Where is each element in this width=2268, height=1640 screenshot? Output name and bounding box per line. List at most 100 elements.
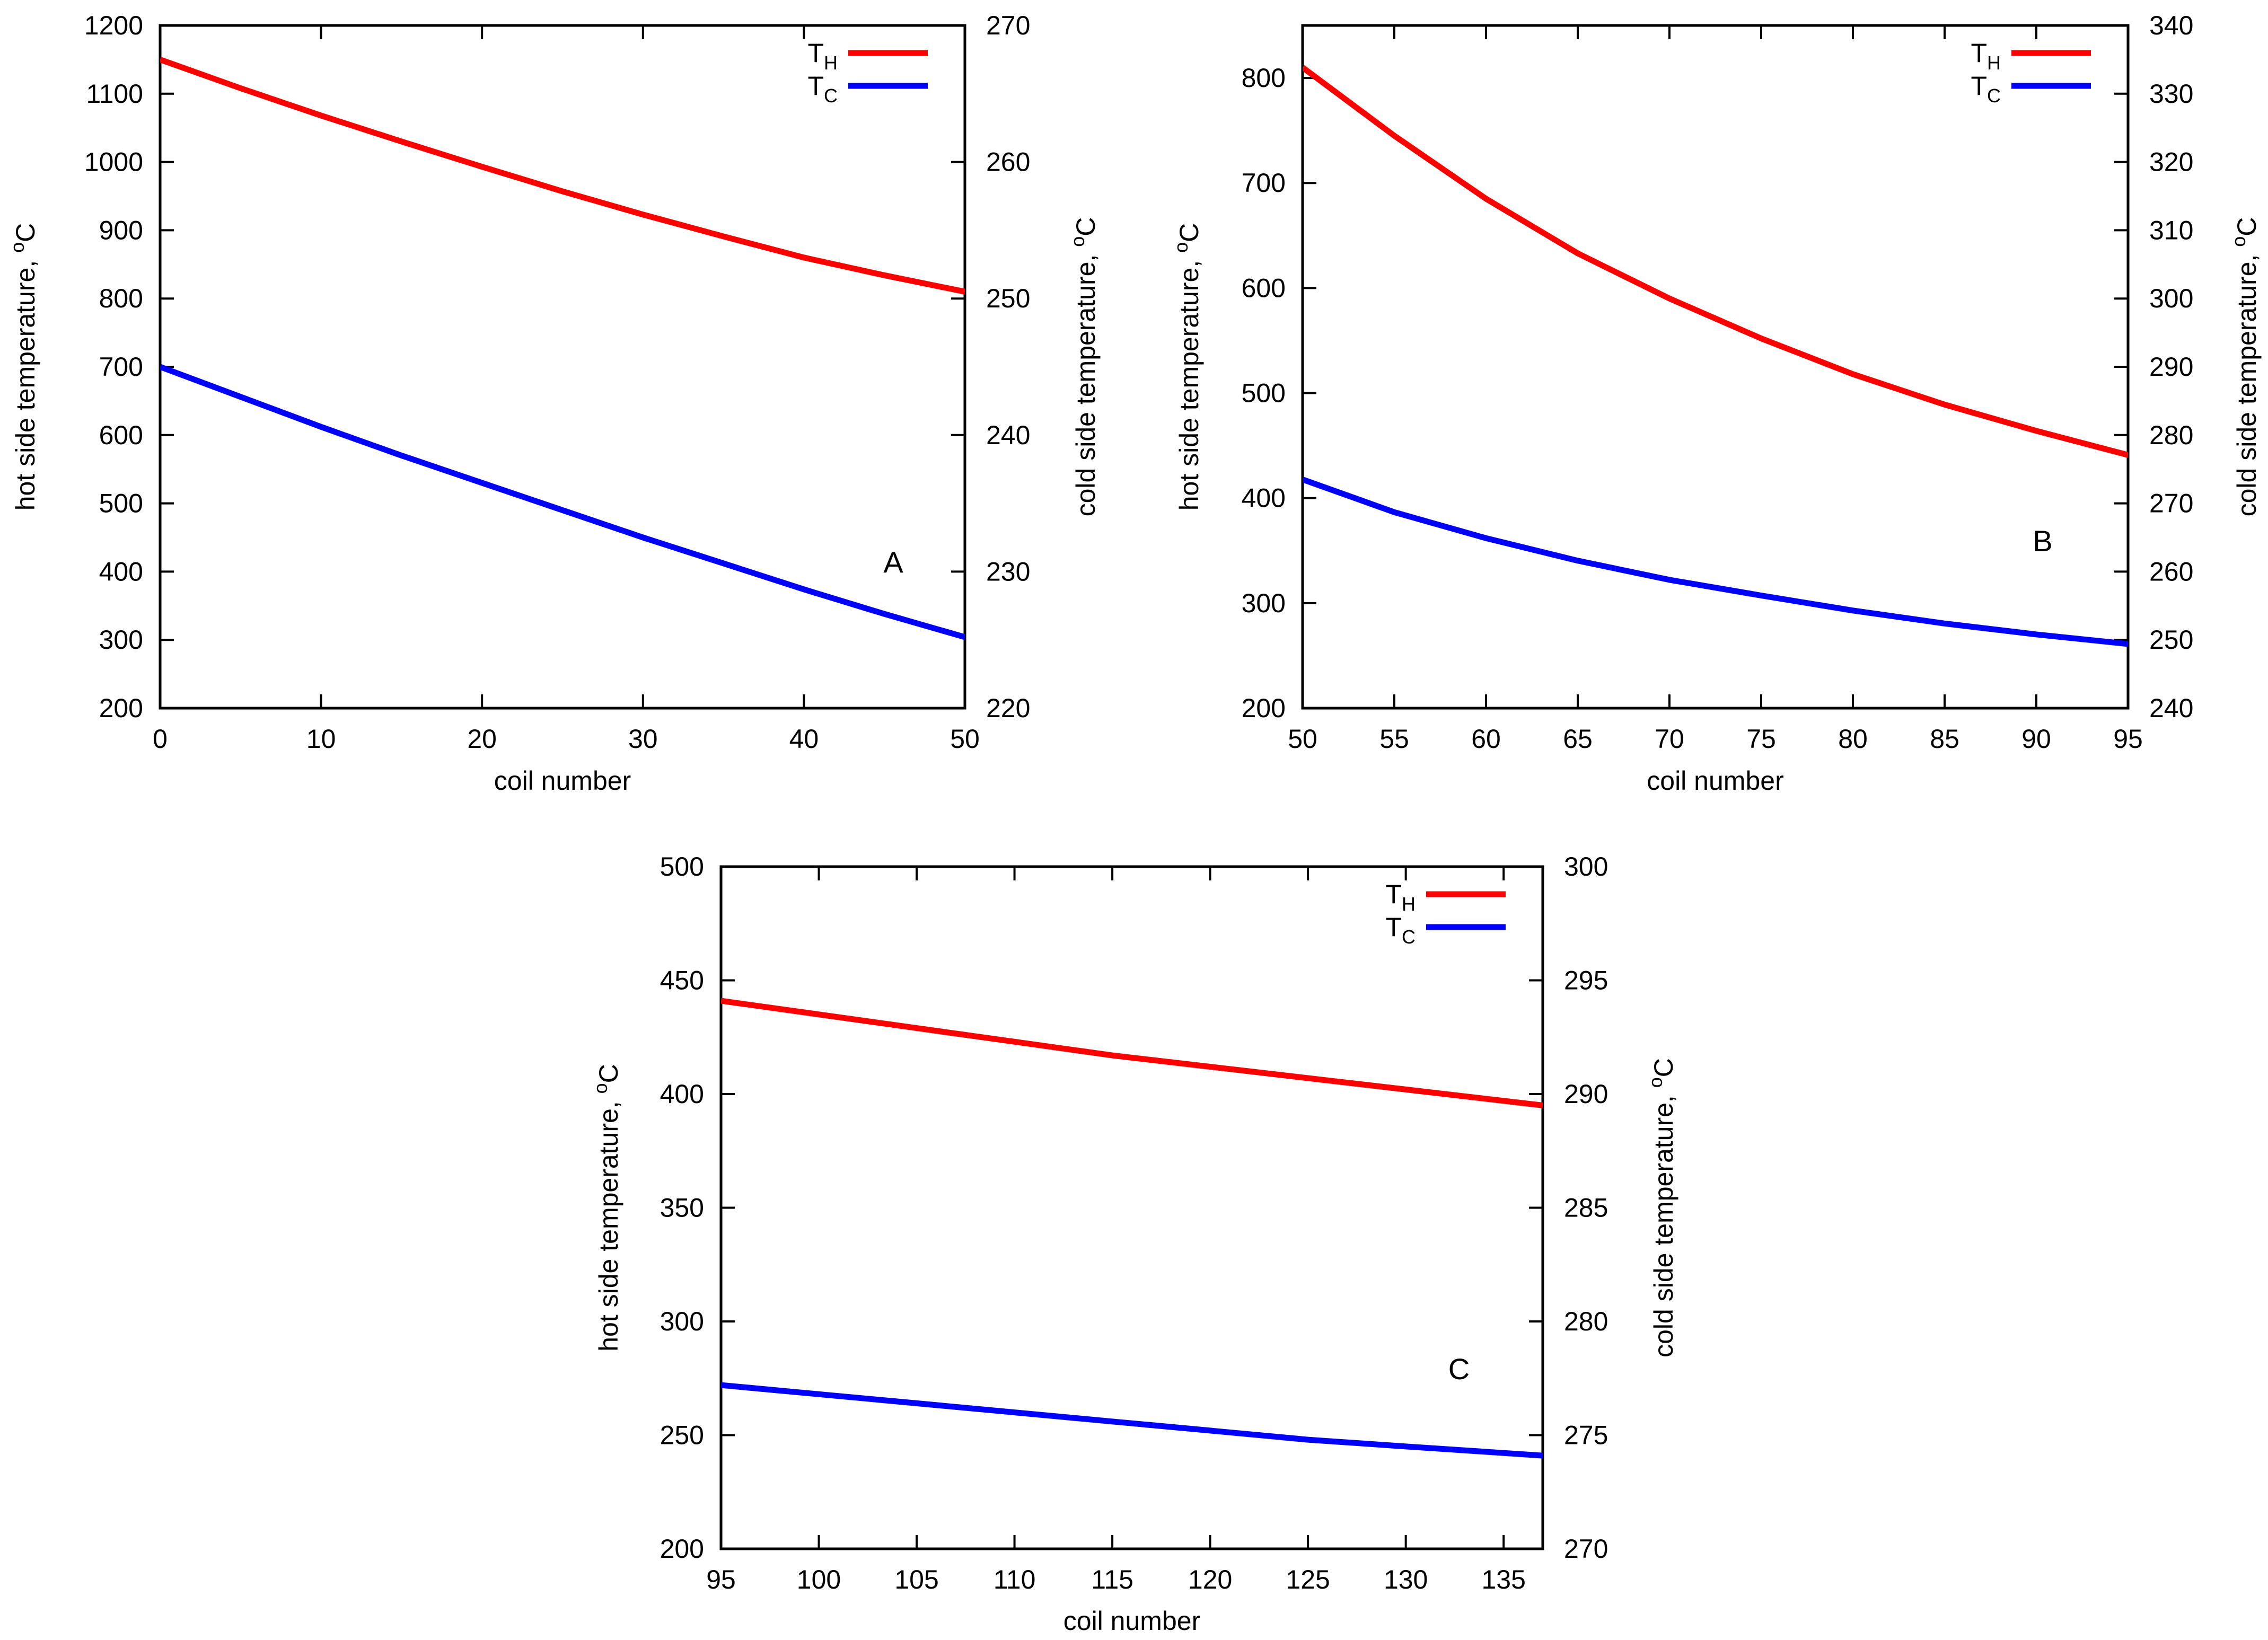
y-tick-label: 600 [99,420,143,450]
x-tick-label: 135 [1481,1565,1525,1594]
y-tick-label: 1100 [86,79,143,109]
x-axis-label: coil number [1063,1606,1200,1636]
plot-frame [1301,24,2130,710]
x-axis-label: coil number [494,766,631,796]
y-tick-label: 900 [99,215,143,245]
x-tick-label: 50 [1288,724,1317,754]
x-tick-label: 120 [1188,1565,1232,1594]
chart-panel-c: 95 100 105 110 115 120 125 130 135 200 250 300 350 40… [590,852,1678,1636]
series-line-t-h [721,998,1543,1108]
y2-tick-label: 220 [986,693,1030,723]
y-tick-label: 800 [1242,63,1286,93]
x-tick-label: 115 [1091,1565,1133,1594]
y-tick-label: 300 [1242,588,1286,618]
x-tick-label: 55 [1379,724,1409,754]
y2-tick-label: 340 [2149,11,2193,40]
y2-tick-label: 270 [2149,489,2193,518]
y-axis-label: hot side temperature, oC [590,1064,623,1352]
y2-tick-label: 230 [986,557,1030,586]
y-tick-label: 700 [99,352,143,382]
legend-label-t-c: TC [807,71,838,107]
y2-tick-label: 310 [2149,215,2193,245]
y2-tick-label: 260 [986,147,1030,177]
y2-tick-label: 285 [1564,1193,1608,1223]
x-tick-label: 95 [706,1565,736,1594]
x-tick-label: 110 [994,1565,1036,1594]
x-tick-label: 130 [1384,1565,1428,1594]
y2-tick-label: 300 [2149,284,2193,313]
series-line-t-h [160,57,965,295]
legend-label-t-h: TH [1971,38,2001,74]
series-line-t-c [1303,477,2128,647]
chart-panel-a: 0 10 20 30 40 50 200 300 400 500 600 700 800 900 1000 1… [6,11,1101,796]
y-tick-label: 1000 [84,147,143,177]
y2-axis-label: cold side temperature, oC [2228,217,2262,517]
y2-tick-label: 290 [2149,352,2193,382]
legend-label-t-h: TH [807,38,838,74]
x-tick-label: 80 [1838,724,1868,754]
y-tick-label: 600 [1242,273,1286,303]
y2-tick-label: 270 [986,11,1030,40]
x-tick-label: 10 [306,724,336,754]
y2-tick-label: 250 [986,284,1030,313]
legend-label-t-c: TC [1971,71,2001,107]
panel-label: A [883,545,903,579]
series-line-t-c [721,1382,1543,1459]
x-tick-label: 65 [1563,724,1593,754]
y-tick-label: 200 [1242,693,1286,723]
y-axis-label: hot side temperature, oC [6,223,40,511]
panel-label: C [1448,1352,1470,1386]
y2-tick-label: 260 [2149,557,2193,586]
y-tick-label: 400 [1242,483,1286,513]
y2-tick-label: 290 [1564,1079,1608,1109]
plot-frame [159,24,966,710]
x-tick-label: 90 [2021,724,2051,754]
y-tick-label: 500 [660,852,704,881]
x-tick-label: 95 [2113,724,2143,754]
y2-tick-label: 320 [2149,147,2193,177]
x-tick-label: 105 [894,1565,938,1594]
y-tick-label: 250 [660,1421,704,1450]
y2-tick-label: 240 [986,420,1030,450]
legend-label-t-c: TC [1385,912,1416,948]
x-tick-label: 50 [950,724,980,754]
y2-tick-label: 300 [1564,852,1608,881]
y-tick-label: 200 [660,1534,704,1564]
y-tick-label: 350 [660,1193,704,1223]
y2-tick-label: 270 [1564,1534,1608,1564]
series-line-t-h [1303,65,2128,458]
y2-tick-label: 280 [2149,420,2193,450]
x-tick-label: 30 [628,724,658,754]
y-tick-label: 200 [99,693,143,723]
y-tick-label: 1200 [84,11,143,40]
y-tick-label: 400 [660,1079,704,1109]
y-tick-label: 400 [99,557,143,586]
y-tick-label: 450 [660,966,704,995]
y2-tick-label: 275 [1564,1421,1608,1450]
y-tick-label: 500 [99,489,143,518]
x-axis-label: coil number [1647,766,1783,796]
x-tick-label: 125 [1286,1565,1330,1594]
y2-tick-label: 295 [1564,966,1608,995]
x-tick-label: 75 [1746,724,1776,754]
x-tick-label: 100 [797,1565,841,1594]
legend-label-t-h: TH [1385,879,1416,915]
y-tick-label: 700 [1242,168,1286,198]
y-tick-label: 800 [99,284,143,313]
x-tick-label: 85 [1930,724,1959,754]
y2-tick-label: 250 [2149,625,2193,655]
x-tick-label: 0 [153,724,168,754]
x-tick-label: 70 [1655,724,1684,754]
y-tick-label: 500 [1242,378,1286,408]
x-tick-label: 60 [1471,724,1501,754]
y-tick-label: 300 [660,1307,704,1336]
x-tick-label: 20 [467,724,497,754]
chart-panel-b: 50 55 60 65 70 75 80 85 90 95 200 300 400 500 600 700 80… [1170,11,2262,796]
y2-tick-label: 280 [1564,1307,1608,1336]
y-axis-label: hot side temperature, oC [1170,223,1204,511]
y2-tick-label: 330 [2149,79,2193,109]
x-tick-label: 40 [789,724,819,754]
series-line-t-c [160,364,965,640]
y2-tick-label: 240 [2149,693,2193,723]
